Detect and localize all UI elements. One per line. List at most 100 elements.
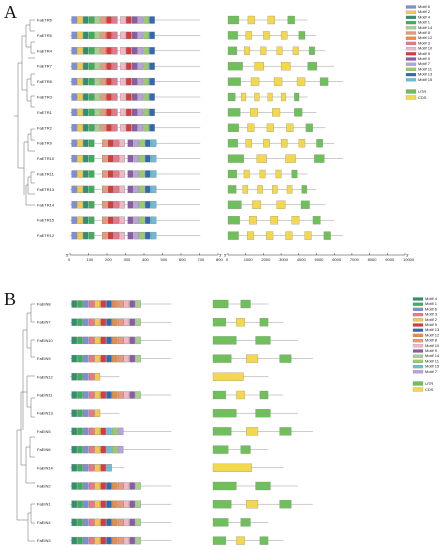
exon-box <box>227 108 241 117</box>
legend-label: Motif 14 <box>425 353 440 358</box>
legend-label: Motif 15 <box>425 364 440 369</box>
motif-box <box>94 409 101 417</box>
motif-box <box>129 336 135 345</box>
exon-box <box>307 62 318 71</box>
motif-box <box>77 108 83 117</box>
motif-box <box>71 318 77 326</box>
legend-label: Motif 11 <box>425 358 440 363</box>
motif-box <box>88 464 95 472</box>
motif-box <box>127 201 134 209</box>
exon-box <box>212 299 229 309</box>
exon-box <box>305 123 313 132</box>
motif-box <box>135 300 141 308</box>
legend-swatch <box>405 57 417 61</box>
motif-box <box>119 139 125 147</box>
motif-box <box>126 31 132 40</box>
motif-box <box>150 170 157 178</box>
motif-box <box>123 318 130 326</box>
motif-box <box>126 124 132 132</box>
legend-swatch <box>412 302 424 306</box>
motif-box <box>94 31 101 40</box>
motif-box <box>137 93 144 101</box>
motif-box <box>77 170 83 178</box>
motif-box <box>71 518 77 527</box>
motif-box <box>71 336 77 345</box>
exon-box <box>212 409 237 418</box>
motif-box <box>71 154 77 163</box>
structure-legend-label: CDS <box>425 387 434 392</box>
exon-box <box>227 77 241 86</box>
motif-box <box>88 300 95 308</box>
motif-box <box>100 536 106 545</box>
motif-box <box>77 373 83 381</box>
exon-box <box>212 372 244 381</box>
motif-box <box>83 500 89 508</box>
motif-box <box>77 154 83 163</box>
legend-label: Motif 8 <box>425 338 438 343</box>
motif-box <box>83 77 89 86</box>
motif-box <box>135 354 141 363</box>
motif-box <box>112 354 118 363</box>
exon-box <box>240 518 251 527</box>
legend-label: Motif 3 <box>418 40 431 45</box>
motif-box <box>106 500 112 508</box>
exon-box <box>276 46 283 55</box>
motif-box <box>102 216 108 224</box>
motif-box <box>119 201 125 209</box>
exon-box <box>212 354 232 363</box>
motif-box <box>102 231 108 240</box>
exon-box <box>252 200 262 209</box>
motif-box <box>71 300 77 308</box>
gene-label: FaEIN6 <box>37 447 51 452</box>
motif-box <box>102 185 108 194</box>
panel-b-label: B <box>4 289 16 309</box>
exon-box <box>247 231 255 240</box>
motif-box <box>127 170 134 178</box>
motif-box <box>113 216 120 224</box>
legend-swatch <box>412 339 424 343</box>
motif-box <box>94 77 101 86</box>
motif-box <box>129 318 135 326</box>
legend-swatch <box>405 15 417 19</box>
motif-box <box>100 445 106 454</box>
motif-box <box>129 354 135 363</box>
motif-box <box>106 124 112 132</box>
motif-box <box>94 124 101 132</box>
motif-box <box>127 154 134 163</box>
motif-box <box>106 354 112 363</box>
motif-box <box>129 391 135 399</box>
motif-box <box>120 62 126 70</box>
exon-box <box>241 92 247 102</box>
motif-box <box>71 445 77 454</box>
motif-box <box>100 16 106 24</box>
panel-a-label: A <box>4 2 17 22</box>
motif-box <box>83 201 89 209</box>
motif-box <box>88 62 95 70</box>
motif-box <box>71 427 77 436</box>
motif-scale-tick-label: 0 <box>68 257 71 262</box>
motif-box <box>120 124 126 132</box>
motif-box <box>112 500 118 508</box>
gene-scale-tick-label: 6000 <box>332 257 342 262</box>
motif-box <box>71 482 77 490</box>
exon-box <box>279 427 292 436</box>
gene-scale-tick-label: 9000 <box>385 257 395 262</box>
gene-label: FaETR13 <box>37 187 55 192</box>
motif-box <box>83 391 89 399</box>
motif-box <box>137 62 144 70</box>
motif-box <box>112 16 118 24</box>
motif-box <box>137 124 144 132</box>
exon-box <box>227 154 244 163</box>
motif-box <box>119 185 125 194</box>
motif-box <box>77 318 83 326</box>
motif-box <box>150 185 157 194</box>
motif-box <box>83 318 89 326</box>
legend-label: Motif 4 <box>425 296 438 301</box>
motif-box <box>106 300 112 308</box>
legend-label: Motif 7 <box>418 61 431 66</box>
motif-scale-tick-label: 800 <box>216 257 223 262</box>
motif-box <box>106 427 112 436</box>
gene-scale-tick-label: 10000 <box>403 257 415 262</box>
motif-box <box>106 77 112 86</box>
motif-box <box>88 77 95 86</box>
